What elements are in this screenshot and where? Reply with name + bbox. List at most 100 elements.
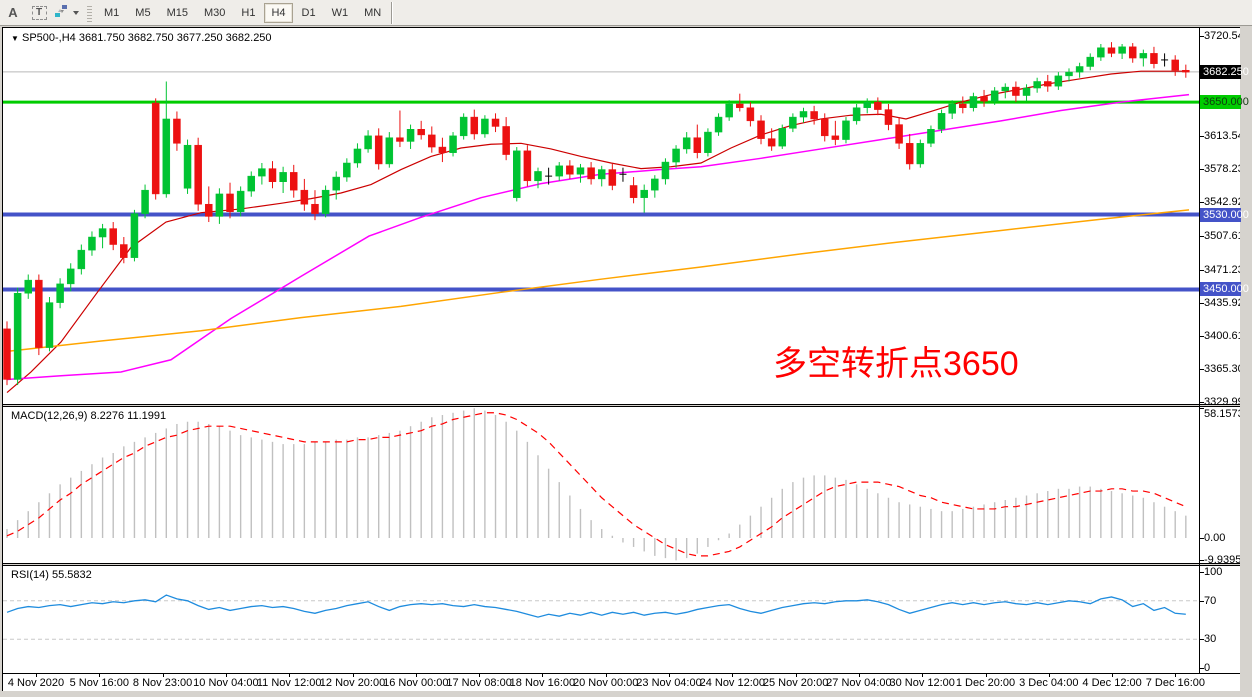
price-axis-label: 3400.610: [1204, 329, 1250, 342]
price-axis-label: 3365.300: [1204, 362, 1250, 375]
rsi-axis-label: 70: [1204, 594, 1217, 607]
macd-indicator-label: MACD(12,26,9) 8.2276 11.1991: [11, 410, 167, 422]
date-tick: [1048, 674, 1050, 677]
rsi-tick: [1200, 600, 1204, 602]
macd-axis-label: 0.00: [1204, 532, 1226, 544]
text-label-tool-button[interactable]: A: [1, 3, 25, 23]
arrows-icon: [54, 4, 68, 21]
date-axis-label: 4 Nov 2020: [7, 677, 65, 689]
date-axis-label: 11 Nov 12:00: [256, 677, 322, 689]
date-tick: [289, 674, 291, 677]
date-tick: [985, 674, 987, 677]
date-tick: [732, 674, 734, 677]
date-tick: [99, 674, 101, 677]
date-axis-label: 5 Nov 16:00: [69, 677, 129, 689]
date-tick: [415, 674, 417, 677]
text-box-tool-button[interactable]: T: [27, 3, 51, 23]
date-tick: [1112, 674, 1114, 677]
date-axis-label: 3 Dec 04:00: [1019, 677, 1079, 689]
candlestick-chart-canvas[interactable]: [3, 28, 1199, 404]
pane-divider-rsi[interactable]: [3, 563, 1241, 566]
candlestick-series: [3, 42, 1190, 386]
rsi-indicator-label: RSI(14) 55.5832: [11, 569, 92, 581]
timeframe-button-M5[interactable]: M5: [135, 6, 151, 19]
price-badge-3450.000: 3450.000: [1200, 282, 1249, 297]
macd-histogram: [6, 408, 1187, 561]
macd-chart-canvas[interactable]: [3, 407, 1199, 563]
price-axis-separator: [1199, 28, 1200, 673]
date-tick: [922, 674, 924, 677]
ohlc-values-label: 3681.750 3682.750 3677.250 3682.250: [78, 32, 272, 44]
macd-tick: [1200, 538, 1204, 539]
timeframe-bar: M1 M5 M15 M30 H1 H4 D1 W1 MN: [96, 2, 389, 23]
chart-title: ▼ SP500-,H4 3681.750 3682.750 3677.250 3…: [11, 32, 272, 44]
date-tick: [1175, 674, 1177, 677]
date-axis-label: 18 Nov 16:00: [509, 677, 576, 689]
date-tick: [669, 674, 670, 677]
rsi-tick: [1200, 639, 1204, 641]
timeframe-button-W1[interactable]: W1: [331, 6, 349, 19]
rsi-axis-label: 0: [1204, 662, 1211, 674]
price-axis-label: 3507.610: [1204, 229, 1250, 242]
chart-annotation-text: 多空转折点3650: [773, 345, 1019, 383]
timeframe-button-H1[interactable]: H1: [241, 6, 256, 19]
date-tick: [225, 674, 227, 677]
price-tick: [1200, 335, 1204, 337]
macd-axis-label: -9.9395: [1204, 554, 1242, 567]
timeframe-button-M15[interactable]: M15: [166, 6, 188, 19]
date-axis-label: 8 Nov 23:00: [132, 677, 193, 689]
date-axis-label: 17 Nov 08:00: [446, 677, 512, 689]
date-axis-label: 27 Nov 04:00: [826, 677, 892, 689]
date-axis-label: 7 Dec 16:00: [1145, 677, 1206, 689]
price-axis-label: 3471.230: [1204, 263, 1250, 276]
arrows-tool-button[interactable]: [53, 3, 80, 23]
price-axis-label: 3329.990: [1204, 395, 1250, 408]
date-axis-label: 4 Dec 12:00: [1082, 677, 1142, 689]
right-scroll-gutter: [1240, 27, 1252, 697]
price-tick: [1200, 235, 1204, 237]
rsi-tick: [1200, 668, 1204, 669]
price-badge-3682.250: 3682.250: [1200, 64, 1249, 79]
toolbar: A T M1 M5 M15 M30 H1 H4 D1 W1 MN: [0, 0, 1252, 26]
rsi-chart-canvas[interactable]: [3, 566, 1199, 673]
date-axis-label: 25 Nov 20:00: [762, 677, 829, 689]
rsi-tick: [1200, 572, 1204, 573]
price-axis-label: 3613.540: [1204, 130, 1250, 143]
price-tick: [1200, 36, 1204, 37]
pane-divider-macd[interactable]: [3, 404, 1241, 407]
symbol-dropdown-icon[interactable]: ▼: [11, 34, 19, 43]
price-badge-3650.000: 3650.000: [1200, 95, 1249, 110]
timeframe-button-M1[interactable]: M1: [104, 6, 120, 19]
rsi-axis-label: 30: [1204, 633, 1217, 646]
date-axis-label: 1 Dec 20:00: [955, 677, 1016, 689]
timeframe-button-H4[interactable]: H4: [264, 2, 293, 23]
macd-tick: [1200, 407, 1204, 409]
text-label-icon: A: [8, 5, 18, 20]
toolbar-separator: [391, 1, 393, 24]
date-tick: [162, 674, 164, 677]
date-axis-label: 10 Nov 04:00: [193, 677, 259, 689]
price-tick: [1200, 269, 1204, 271]
price-badge-3530.000: 3530.000: [1200, 207, 1249, 222]
rsi-pane[interactable]: [3, 566, 1241, 673]
date-axis[interactable]: 4 Nov 2020 5 Nov 16:00 8 Nov 23:00 10 Nov 0…: [3, 673, 1241, 691]
price-axis-label: 3542.920: [1204, 196, 1250, 209]
date-tick: [352, 674, 354, 677]
timeframe-button-MN[interactable]: MN: [364, 6, 382, 19]
date-tick: [858, 674, 860, 677]
chart-window: ▼ SP500-,H4 3681.750 3682.750 3677.250 3…: [2, 27, 1250, 691]
text-box-icon: T: [31, 5, 47, 20]
price-axis-label: 3578.230: [1204, 163, 1250, 176]
price-tick: [1200, 136, 1204, 138]
toolbar-grip-handle[interactable]: [87, 3, 92, 22]
symbol-period-label: SP500-,H4: [21, 32, 76, 44]
date-axis-label: 23 Nov 04:00: [636, 677, 702, 689]
price-tick: [1200, 169, 1204, 171]
timeframe-button-D1[interactable]: D1: [301, 6, 316, 19]
timeframe-button-M30[interactable]: M30: [203, 6, 226, 19]
chevron-down-icon: [73, 10, 79, 15]
date-axis-label: 12 Nov 20:00: [319, 677, 386, 689]
date-axis-label: 20 Nov 00:00: [572, 677, 639, 689]
date-tick: [605, 674, 607, 677]
